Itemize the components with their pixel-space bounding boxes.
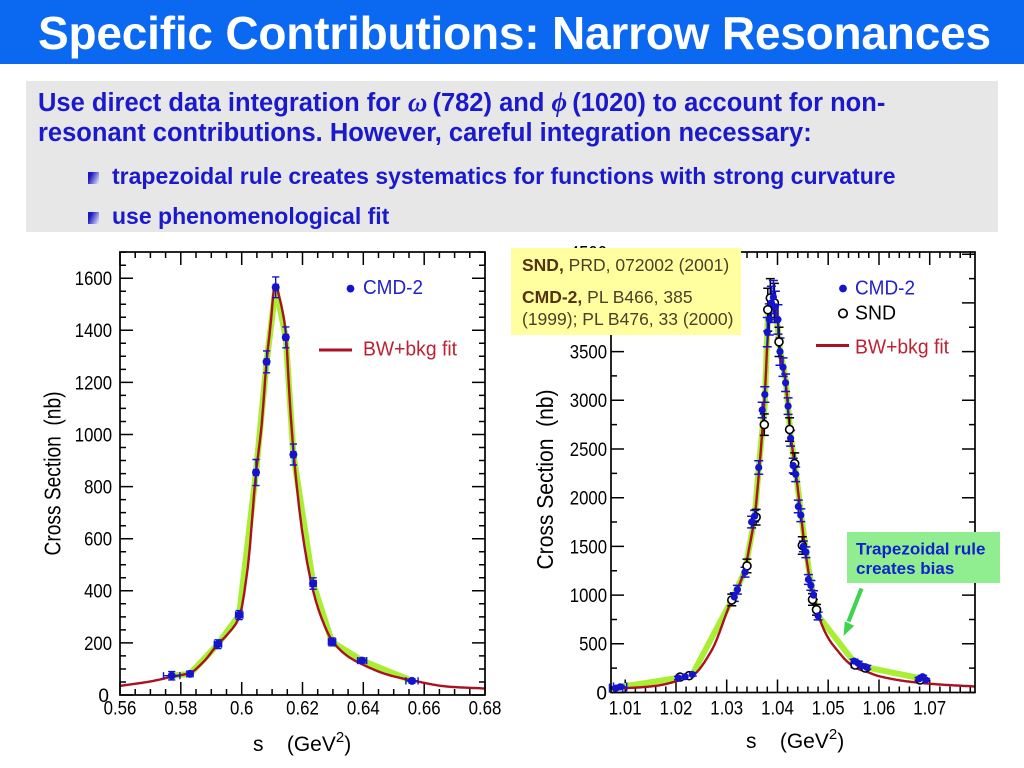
svg-text:3500: 3500: [570, 343, 607, 364]
svg-text:BW+bkg fit: BW+bkg fit: [363, 339, 457, 361]
svg-text:500: 500: [579, 635, 607, 656]
svg-text:SND: SND: [855, 303, 896, 325]
svg-text:s (GeV2): s (GeV2): [746, 726, 844, 753]
svg-text:s (GeV2): s (GeV2): [253, 729, 351, 756]
svg-text:1.07: 1.07: [913, 699, 946, 720]
svg-text:0.6: 0.6: [230, 699, 253, 720]
svg-text:1.03: 1.03: [710, 699, 743, 720]
svg-text:400: 400: [84, 582, 112, 603]
svg-text:0: 0: [98, 686, 109, 707]
svg-text:2500: 2500: [570, 440, 607, 461]
svg-text:1000: 1000: [570, 586, 607, 607]
svg-text:200: 200: [84, 634, 112, 655]
svg-text:1.06: 1.06: [863, 699, 896, 720]
svg-text:1500: 1500: [570, 537, 607, 558]
svg-text:0: 0: [596, 683, 607, 704]
svg-text:Trapezoidal rule: Trapezoidal rule: [856, 540, 985, 559]
svg-text:SND, PRD, 072002 (2001): SND, PRD, 072002 (2001): [522, 255, 729, 275]
svg-text:1000: 1000: [75, 425, 112, 446]
svg-text:800: 800: [84, 478, 112, 499]
svg-text:1.01: 1.01: [609, 699, 642, 720]
svg-text:Cross Section (nb): Cross Section (nb): [40, 392, 66, 556]
svg-text:1600: 1600: [75, 269, 112, 290]
svg-text:1.05: 1.05: [812, 699, 845, 720]
svg-text:0.68: 0.68: [469, 699, 502, 720]
svg-text:Cross Section (nb): Cross Section (nb): [532, 390, 558, 570]
svg-text:creates bias: creates bias: [856, 559, 954, 578]
svg-text:2000: 2000: [570, 489, 607, 510]
svg-text:0.56: 0.56: [104, 699, 137, 720]
svg-text:1200: 1200: [75, 373, 112, 394]
svg-text:CMD-2: CMD-2: [855, 278, 915, 300]
svg-text:0.62: 0.62: [286, 699, 319, 720]
svg-text:0.58: 0.58: [164, 699, 197, 720]
svg-text:(1999); PL B476, 33 (2000): (1999); PL B476, 33 (2000): [522, 309, 733, 329]
svg-text:600: 600: [84, 530, 112, 551]
svg-text:CMD-2, PL B466, 385: CMD-2, PL B466, 385: [522, 287, 693, 307]
svg-text:3000: 3000: [570, 391, 607, 412]
svg-text:1.02: 1.02: [660, 699, 693, 720]
svg-text:0.64: 0.64: [347, 699, 380, 720]
svg-text:0.66: 0.66: [408, 699, 441, 720]
svg-text:CMD-2: CMD-2: [363, 277, 423, 299]
svg-text:1.04: 1.04: [761, 699, 794, 720]
svg-text:1400: 1400: [75, 321, 112, 342]
svg-text:BW+bkg fit: BW+bkg fit: [855, 337, 949, 359]
